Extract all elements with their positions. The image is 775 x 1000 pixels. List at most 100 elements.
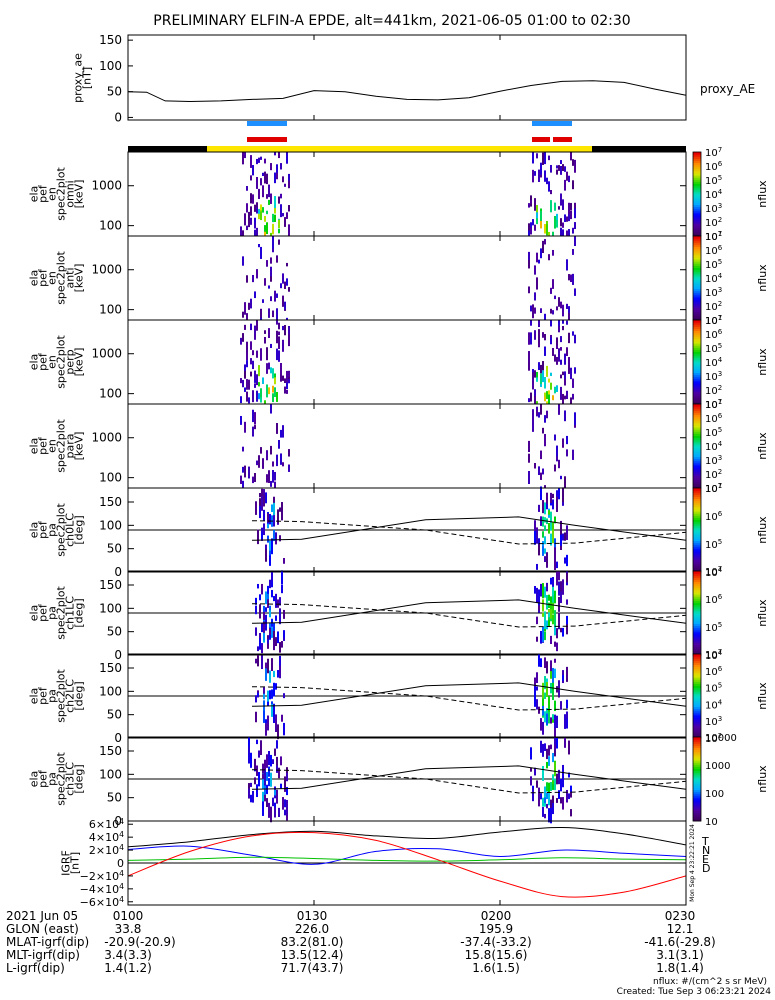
- colorbar-cell: [693, 158, 701, 161]
- spectrogram-cell: [556, 445, 558, 457]
- colorbar-cell: [693, 704, 701, 707]
- colorbar-cell: [693, 280, 701, 283]
- colorbar-cell: [693, 525, 701, 529]
- pa-spectrogram-cell: [257, 529, 259, 545]
- spectrogram-cell: [554, 215, 556, 229]
- colorbar-cell: [693, 551, 701, 554]
- spectrogram-cell: [282, 213, 284, 217]
- spectrogram-cell: [562, 222, 564, 228]
- colorbar-tick-label: 103: [705, 202, 722, 215]
- spectrogram-cell: [538, 320, 540, 328]
- pa-spectrogram-cell: [544, 797, 546, 804]
- pa-spectrogram-cell: [283, 630, 285, 638]
- loss-cone-line: [251, 682, 687, 707]
- spectrogram-cell: [266, 474, 268, 483]
- pa-spectrogram-cell: [546, 595, 548, 610]
- pa-spectrogram-cell: [257, 692, 259, 697]
- loss-cone-line: [251, 765, 687, 790]
- pa-spectrogram-cell: [538, 538, 540, 545]
- spectrogram-cell: [540, 211, 542, 222]
- colorbar-cell: [693, 814, 701, 818]
- pa-spectrogram-cell: [274, 789, 276, 796]
- colorbar-cell: [693, 753, 701, 757]
- spectrogram-cell: [556, 213, 558, 226]
- colorbar-tick-label: 102: [705, 216, 722, 229]
- spectrogram-cell: [574, 288, 576, 296]
- colorbar-cell: [693, 615, 701, 618]
- y-tick-label: 100: [99, 303, 122, 317]
- spectrogram-cell: [568, 357, 570, 366]
- spectrogram-cell: [566, 303, 568, 309]
- spectrogram-cell: [540, 404, 542, 415]
- colorbar-cell: [693, 473, 701, 476]
- pa-spectrogram-cell: [544, 548, 546, 554]
- pa-spectrogram-cell: [552, 605, 554, 614]
- colorbar-cell: [693, 439, 701, 443]
- pa-spectrogram-cell: [560, 797, 562, 804]
- pa-spectrogram-cell: [281, 570, 283, 585]
- colorbar-cell: [693, 627, 701, 631]
- y-tick-label: 150: [99, 744, 122, 758]
- colorbar-cell: [693, 710, 701, 714]
- spectrogram-cell: [542, 468, 544, 475]
- spectrogram-cell: [556, 337, 558, 346]
- spectrogram-cell: [258, 365, 260, 377]
- pa-spectrogram-cell: [542, 721, 544, 735]
- spectrogram-cell: [540, 373, 542, 385]
- colorbar-cell: [693, 698, 701, 701]
- spectrogram-cell: [260, 246, 262, 259]
- spectrogram-cell: [258, 157, 260, 163]
- pa-spectrogram-cell: [265, 662, 267, 674]
- colorbar-cell: [693, 366, 701, 369]
- spectrogram-cell: [252, 426, 254, 437]
- spectrogram-cell: [558, 297, 560, 307]
- spectrogram-cell: [550, 287, 552, 294]
- colorbar-cell: [693, 475, 701, 478]
- spectrogram-cell: [540, 162, 542, 175]
- colorbar-cell: [693, 261, 701, 264]
- spectrogram-cell: [560, 218, 562, 227]
- spectrogram-cell: [272, 223, 274, 235]
- spectrogram-cell: [548, 181, 550, 192]
- spectrogram-cell: [246, 225, 248, 231]
- pa-spectrogram-cell: [277, 599, 279, 608]
- spectrogram-cell: [262, 299, 264, 303]
- spectrogram-cell: [562, 229, 564, 236]
- colorbar-tick-label: 107: [705, 565, 722, 578]
- spectrogram-cell: [282, 425, 284, 434]
- pa-spectrogram-cell: [273, 631, 275, 642]
- colorbar-cell: [693, 774, 701, 778]
- spectrogram-cell: [276, 293, 278, 298]
- y-tick-label: 50: [107, 708, 122, 722]
- pa-spectrogram-cell: [277, 509, 279, 524]
- spectrogram-cell: [550, 200, 552, 213]
- spectrogram-cell: [550, 308, 552, 314]
- spectrogram-cell: [570, 274, 572, 283]
- spectrogram-cell: [542, 427, 544, 434]
- pa-spectrogram-cell: [544, 626, 546, 632]
- spectrogram-cell: [534, 171, 536, 176]
- spectrogram-cell: [240, 378, 242, 384]
- colorbar-cell: [693, 275, 701, 279]
- spectrogram-cell: [562, 438, 564, 448]
- colorbar-cell: [693, 431, 701, 434]
- panel-ylabel: IGRF[nT]: [60, 850, 82, 876]
- pa-spectrogram-cell: [562, 773, 564, 788]
- spectrogram-cell: [250, 217, 252, 225]
- colorbar-cell: [693, 250, 701, 254]
- colorbar-cell: [693, 341, 701, 344]
- spectrogram-cell: [270, 480, 272, 487]
- spectrogram-cell: [276, 391, 278, 402]
- spectrogram-cell: [536, 213, 538, 225]
- pa-spectrogram-cell: [267, 513, 269, 523]
- spectrogram-cell: [282, 295, 284, 307]
- pa-spectrogram-cell: [560, 534, 562, 546]
- pa-spectrogram-cell: [255, 501, 257, 515]
- pa-spectrogram-cell: [554, 668, 556, 679]
- pa-spectrogram-cell: [564, 532, 566, 541]
- colorbar-cell: [693, 265, 701, 268]
- ylabel-line: [deg]: [73, 681, 86, 710]
- pa-spectrogram-cell: [554, 658, 556, 663]
- spectrogram-cell: [254, 425, 256, 430]
